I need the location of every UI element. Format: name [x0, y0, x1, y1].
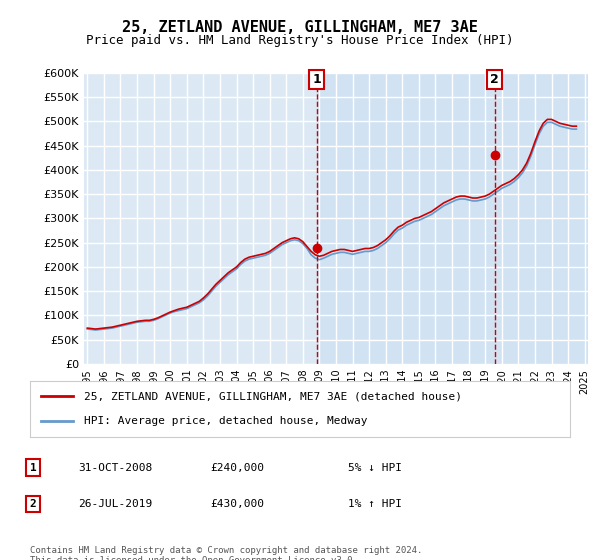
Text: 1% ↑ HPI: 1% ↑ HPI: [348, 499, 402, 509]
Text: Price paid vs. HM Land Registry's House Price Index (HPI): Price paid vs. HM Land Registry's House …: [86, 34, 514, 46]
Text: 1: 1: [312, 73, 321, 86]
Bar: [317, 73, 588, 364]
Text: Contains HM Land Registry data © Crown copyright and database right 2024.
This d: Contains HM Land Registry data © Crown c…: [30, 546, 422, 560]
Text: HPI: Average price, detached house, Medway: HPI: Average price, detached house, Medw…: [84, 416, 367, 426]
Text: 25, ZETLAND AVENUE, GILLINGHAM, ME7 3AE (detached house): 25, ZETLAND AVENUE, GILLINGHAM, ME7 3AE …: [84, 391, 462, 402]
Text: 2: 2: [29, 499, 37, 509]
Text: 5% ↓ HPI: 5% ↓ HPI: [348, 463, 402, 473]
Text: 1: 1: [29, 463, 37, 473]
Text: 2: 2: [490, 73, 499, 86]
Text: 26-JUL-2019: 26-JUL-2019: [78, 499, 152, 509]
Text: £240,000: £240,000: [210, 463, 264, 473]
Text: £430,000: £430,000: [210, 499, 264, 509]
Text: 31-OCT-2008: 31-OCT-2008: [78, 463, 152, 473]
Text: 25, ZETLAND AVENUE, GILLINGHAM, ME7 3AE: 25, ZETLAND AVENUE, GILLINGHAM, ME7 3AE: [122, 20, 478, 35]
